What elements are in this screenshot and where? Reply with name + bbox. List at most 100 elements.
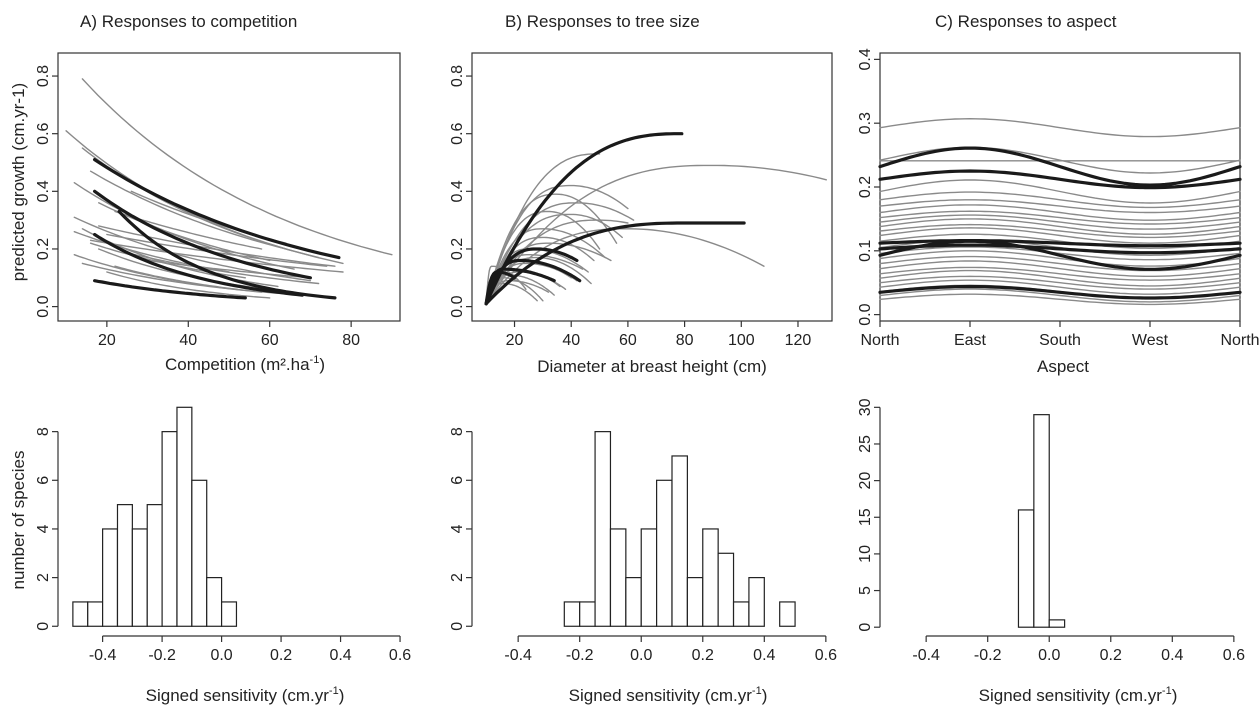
panel-c-xlabel: Aspect [1037, 357, 1089, 376]
panel-c-series-line [879, 269, 1241, 287]
panel-a-competition: 20 40 60 80 0.0 0.2 0.4 0.6 0.8 [35, 52, 401, 349]
histogram-a-y-tick-label: 4 [35, 524, 52, 533]
histogram-b-x-tick-label: 0.4 [753, 647, 775, 664]
panel-c-y-tick-label: 0.4 [857, 48, 874, 70]
panel-c-series-line [879, 214, 1241, 230]
panel-c-series-line [879, 210, 1241, 225]
histogram-b-y-tick-label: 6 [449, 476, 466, 485]
panel-a-series-line [93, 189, 312, 280]
panel-b-series-line [485, 228, 606, 305]
panel-b-series-line [484, 270, 517, 306]
histogram-b-x-tick-label: -0.4 [504, 647, 532, 664]
panel-c-y-tick-label: 0.3 [857, 112, 874, 134]
panel-c-series-line [879, 260, 1241, 277]
panel-a-x-tick-label: 80 [342, 332, 360, 349]
panel-a-x-tick-label: 60 [261, 332, 279, 349]
panel-c-series-line [879, 117, 1241, 138]
panel-c-series-line [879, 275, 1241, 290]
panel-a-x-tick-label: 40 [179, 332, 197, 349]
panel-b-series-line [485, 228, 765, 305]
panel-b-x-tick-label: 40 [562, 332, 580, 349]
histogram-a-x-tick-label: 0.6 [389, 647, 411, 664]
panel-a-title: A) Responses to competition [80, 12, 297, 31]
histogram-a-bar [191, 479, 208, 627]
panel-b-tree-size: 20 40 60 80 100 120 0.0 0.2 0.4 0.6 0.8 [449, 52, 833, 349]
panel-c-aspect: North East South West North 0.0 0.1 0.2 0.3 0.4 [857, 48, 1259, 349]
panel-c-series-line [879, 179, 1241, 204]
panel-b-x-tick-label: 80 [676, 332, 694, 349]
panel-c-series-line [879, 199, 1241, 214]
histogram-b-x-tick-label: 0.2 [692, 647, 714, 664]
histogram-c-x-tick-label: -0.4 [912, 647, 940, 664]
histogram-c-y-tick-label: 30 [857, 398, 874, 416]
histogram-b-xlabel: Signed sensitivity (cm.yr-1) [569, 685, 768, 705]
panel-c-x-tick-label: North [1220, 332, 1259, 349]
histogram-b-x-tick-label: 0.0 [630, 647, 652, 664]
panel-c-series-line [879, 250, 1241, 267]
histogram-a-y-tick-label: 2 [35, 573, 52, 582]
histogram-a-xlabel: Signed sensitivity (cm.yr-1) [146, 685, 345, 705]
panel-a-series-line [81, 78, 393, 256]
panel-b-y-tick-label: 0.6 [449, 122, 466, 144]
histogram-b-y-tick-label: 2 [449, 573, 466, 582]
panel-a-y-tick-label: 0.8 [35, 65, 52, 87]
histogram-c-y-tick-label: 20 [857, 472, 874, 490]
panel-a-series-line [73, 231, 230, 273]
panel-b-series-line [485, 153, 601, 305]
panel-b-series-line [485, 164, 827, 305]
panel-a-series-line [114, 265, 238, 290]
histogram-b-bar [640, 528, 658, 627]
panel-b-y-tick-label: 0.4 [449, 180, 466, 202]
panel-a-y-tick-label: 0.0 [35, 295, 52, 317]
histogram-b-x-tick-label: 0.6 [815, 647, 837, 664]
histogram-b-bar [686, 577, 704, 627]
histogram-a-bar [176, 406, 193, 627]
panel-b-x-tick-label: 100 [728, 332, 755, 349]
histogram-a-x-tick-label: 0.2 [270, 647, 292, 664]
histogram-b-bar [579, 601, 596, 627]
histogram-a-y-tick-label: 6 [35, 476, 52, 485]
histogram-c-x-tick-label: 0.6 [1223, 647, 1245, 664]
panel-c-series-line [878, 239, 1242, 271]
histogram-c-y-tick-label: 10 [857, 545, 874, 563]
panel-a-series-line [93, 232, 304, 297]
panel-c-y-tick-label: 0.0 [857, 303, 874, 325]
panel-c-series-line [878, 284, 1242, 300]
panel-b-x-tick-label: 20 [506, 332, 524, 349]
histogram-c-xlabel: Signed sensitivity (cm.yr-1) [979, 685, 1178, 705]
histogram-c-y-tick-label: 5 [857, 586, 874, 595]
panel-c-x-tick-label: East [954, 332, 987, 349]
panel-c-x-tick-label: West [1132, 332, 1169, 349]
histogram-a-y-tick-label: 0 [35, 622, 52, 631]
histogram-b-bar [779, 601, 796, 627]
histogram-a-bar [102, 528, 119, 627]
histogram-a-bar [72, 601, 89, 627]
panel-c-series-line [879, 233, 1241, 250]
panel-a-series-line [89, 170, 287, 250]
histogram-competition: -0.4 -0.2 0.0 0.2 0.4 0.6 0 2 4 6 8 [35, 406, 411, 664]
histogram-a-ylabel: number of species [9, 451, 28, 590]
panel-c-series-line [879, 255, 1241, 272]
histogram-a-bar [146, 504, 163, 627]
panel-c-x-tick-label: South [1039, 332, 1081, 349]
histogram-b-y-tick-label: 0 [449, 622, 466, 631]
panel-b-series-line [485, 184, 629, 305]
histogram-b-bar [748, 577, 765, 627]
panel-a-y-tick-label: 0.6 [35, 122, 52, 144]
panel-a-series-line [93, 158, 341, 260]
histogram-a-y-tick-label: 8 [35, 427, 52, 436]
panel-b-title: B) Responses to tree size [505, 12, 700, 31]
histogram-a-x-tick-label: 0.0 [210, 647, 232, 664]
histogram-a-bar [87, 601, 104, 627]
histogram-a-x-tick-label: -0.4 [89, 647, 117, 664]
panel-b-series-line [484, 132, 684, 306]
histogram-a-bar [116, 504, 133, 627]
histogram-b-bar [563, 601, 581, 627]
panel-c-series-line [879, 191, 1241, 209]
panel-c-series-line [879, 266, 1241, 281]
histogram-c-x-tick-label: -0.2 [974, 647, 1002, 664]
histogram-c-y-tick-label: 15 [857, 508, 874, 526]
panel-b-series-line [485, 219, 629, 305]
histogram-b-bar [594, 431, 612, 627]
